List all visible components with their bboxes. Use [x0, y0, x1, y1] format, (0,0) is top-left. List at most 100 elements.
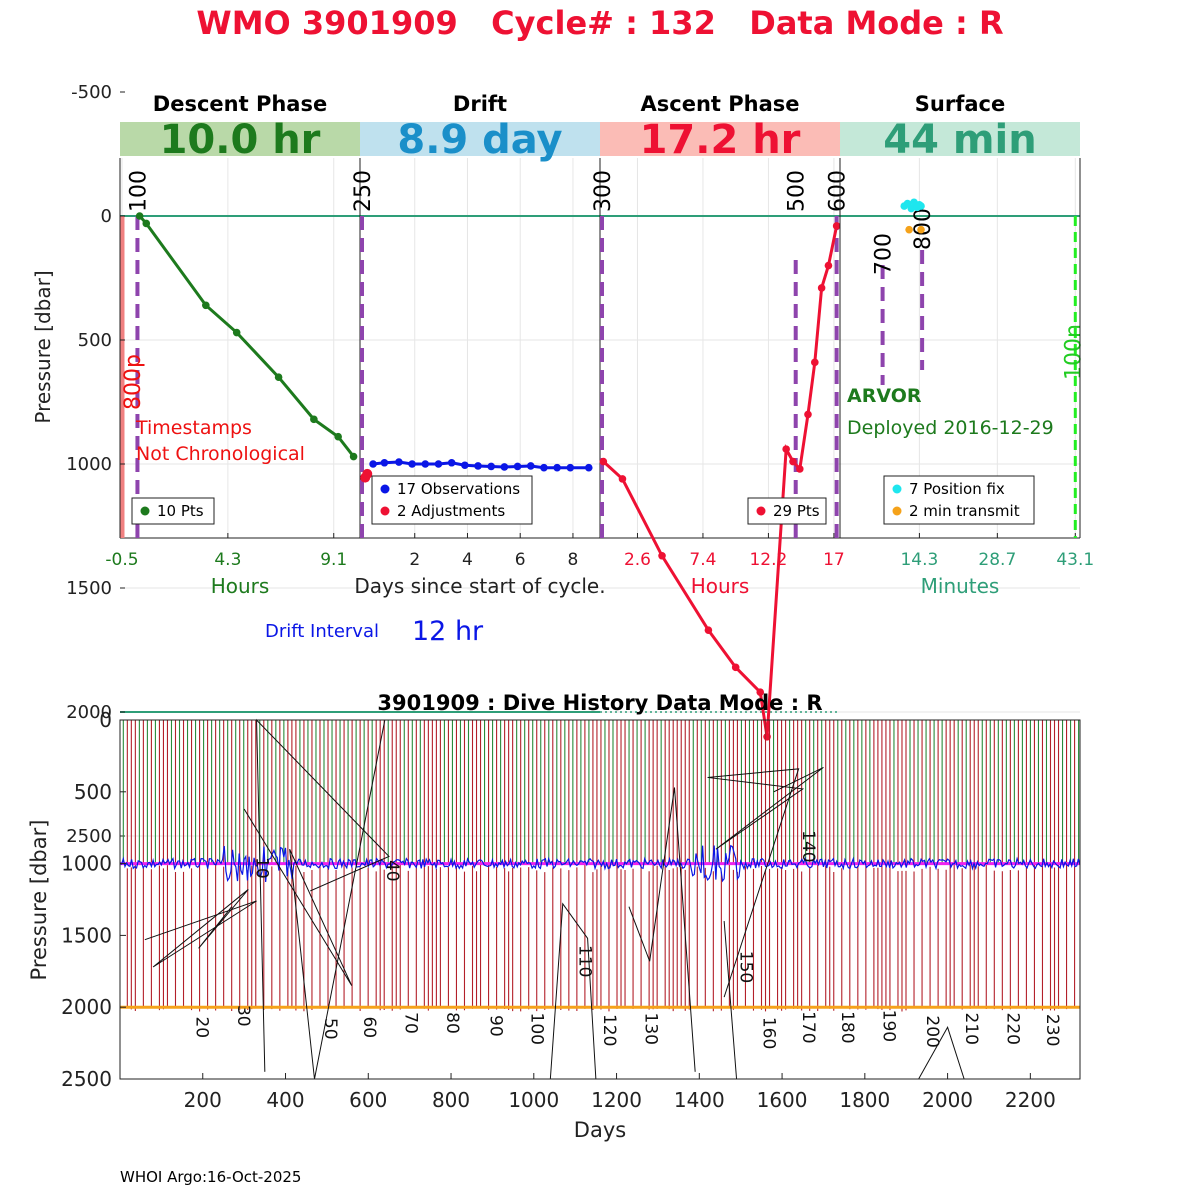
x-tick-label: 4.3 — [214, 550, 241, 570]
data-point — [274, 373, 283, 382]
series-line — [138, 215, 355, 458]
y-tick-label: 0 — [101, 206, 112, 227]
x-tick-label: 43.1 — [1056, 550, 1094, 570]
cycle-label: 100 — [527, 1013, 547, 1045]
figure-title: WMO 3901909 Cycle# : 132 Data Mode : R — [196, 4, 1003, 42]
data-point — [811, 358, 819, 367]
x-tick-label: 600 — [349, 1088, 387, 1112]
phase-duration: 17.2 hr — [640, 117, 801, 163]
deployed-label: Deployed 2016-12-29 — [847, 417, 1054, 439]
data-point — [487, 462, 496, 471]
x-tick-label: 1800 — [839, 1088, 890, 1112]
legend-label: 2 min transmit — [909, 502, 1020, 520]
y-tick-label: 0 — [99, 708, 112, 732]
legend-marker — [140, 506, 150, 516]
y-tick-label: 500 — [74, 780, 112, 804]
data-point — [905, 225, 913, 234]
x-tick-label: 2.6 — [624, 550, 651, 570]
cycle-label: 80 — [442, 1012, 462, 1034]
dive-history-panel: 3901909 : Dive History Data Mode : R 10 20… — [27, 691, 1081, 1142]
x-tick-label: 12.2 — [749, 550, 787, 570]
event-marker-label: 500 — [785, 170, 810, 212]
float-type-label: ARVOR — [847, 385, 922, 407]
cycle-label: 70 — [401, 1012, 421, 1034]
cycle-label: 220 — [1003, 1013, 1023, 1045]
data-point — [658, 551, 666, 560]
legend-marker — [756, 506, 766, 516]
x-tick-label: 17 — [823, 550, 845, 570]
event-marker-label: 100 — [126, 170, 151, 212]
legend-label: 17 Observations — [397, 480, 520, 498]
cycle-label: 10 — [252, 857, 272, 879]
y-tick-label: 1000 — [61, 852, 112, 876]
event-marker-label: 600 — [826, 170, 851, 212]
x-tick-label: 1000 — [508, 1088, 559, 1112]
data-point — [584, 463, 593, 472]
phase-band — [840, 122, 1080, 156]
event-marker-label: 300 — [591, 170, 616, 212]
data-point — [704, 626, 713, 634]
data-point — [349, 452, 358, 461]
event-marker-label: 250 — [351, 170, 376, 212]
data-point — [824, 261, 833, 270]
data-point — [232, 328, 241, 337]
data-point — [408, 460, 416, 468]
data-point — [804, 410, 812, 419]
data-point — [513, 462, 522, 471]
legend-label: 2 Adjustments — [397, 502, 505, 520]
data-point — [540, 463, 548, 472]
data-point — [566, 463, 575, 472]
legend-marker — [380, 506, 390, 516]
data-point — [395, 458, 403, 466]
y-tick-label: 1000 — [66, 454, 112, 475]
drift-trace — [119, 844, 1081, 883]
axes-box — [119, 719, 1081, 1080]
event-marker-label: 700 — [872, 233, 897, 275]
x-tick-label: 8 — [568, 550, 579, 570]
event-marker-label: 100n — [1061, 324, 1086, 380]
phase-title: Surface — [915, 92, 1005, 116]
x-tick-label: 1200 — [591, 1088, 642, 1112]
data-point — [599, 457, 608, 466]
trajectory-line — [918, 1026, 965, 1080]
y-tick-label: -500 — [71, 82, 112, 103]
x-tick-label: 9.1 — [320, 550, 347, 570]
data-point — [142, 219, 151, 228]
data-point — [618, 475, 627, 483]
trajectory-line — [707, 766, 824, 998]
data-point — [500, 463, 509, 471]
data-point — [917, 225, 925, 234]
legend-marker — [892, 506, 902, 516]
cycle-label: 130 — [641, 1013, 661, 1045]
cycle-label: 40 — [382, 860, 402, 882]
data-point — [434, 460, 443, 468]
x-tick-label: -0.5 — [105, 550, 138, 570]
y-tick-label: 500 — [78, 330, 112, 351]
y-tick-label: 2500 — [66, 826, 112, 847]
x-tick-label: 4 — [462, 550, 473, 570]
phase-title: Descent Phase — [153, 92, 327, 116]
cycle-label: 230 — [1042, 1014, 1062, 1046]
trajectory-line — [144, 889, 257, 968]
data-point — [202, 301, 210, 310]
legend-label: 7 Position fix — [909, 480, 1005, 498]
cycle-label: 90 — [485, 1015, 505, 1037]
cycle-label: 160 — [758, 1017, 778, 1049]
phase-duration: 44 min — [883, 117, 1036, 163]
cycle-label: 20 — [192, 1016, 212, 1038]
y-axis-label: Pressure [dbar] — [31, 270, 55, 423]
warning-text-line1: Timestamps — [135, 417, 252, 439]
phase-duration: 8.9 day — [397, 117, 562, 163]
data-point — [789, 457, 797, 466]
warning-text-line2: Not Chronological — [136, 443, 305, 465]
phase-band — [360, 122, 600, 156]
data-point — [526, 462, 535, 470]
x-tick-label: 6 — [515, 550, 526, 570]
y-tick-label: 2500 — [61, 1067, 112, 1091]
x-tick-label: 7.4 — [689, 550, 716, 570]
x-tick-label: 14.3 — [900, 550, 938, 570]
